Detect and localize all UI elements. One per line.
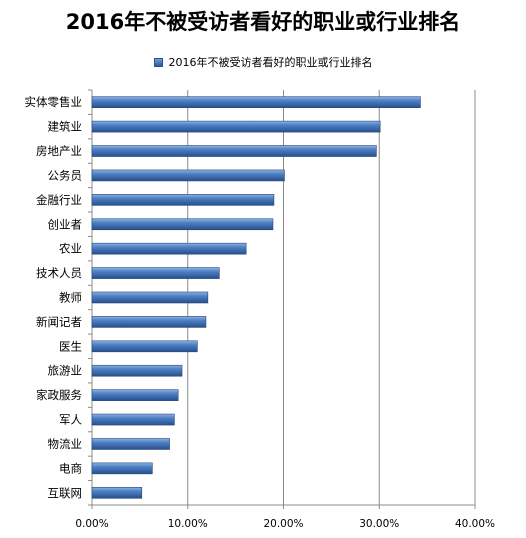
category-label: 互联网	[48, 486, 83, 500]
bar	[91, 145, 377, 157]
legend-label: 2016年不被受访者看好的职业或行业排名	[168, 56, 373, 69]
bar	[91, 462, 153, 475]
category-label: 公务员	[48, 168, 83, 182]
bar	[91, 364, 183, 377]
category-label: 金融行业	[36, 193, 82, 207]
bar	[91, 242, 247, 255]
category-label: 军人	[59, 413, 82, 427]
bar	[91, 389, 179, 401]
category-label: 建筑业	[48, 120, 83, 134]
x-tick-label: 0.00%	[75, 518, 108, 530]
category-label: 教师	[59, 291, 82, 305]
category-label: 实体零售业	[25, 95, 83, 109]
tick-labels: 0.00% 10.00% 20.00% 30.00% 40.00%	[75, 518, 495, 530]
category-label: 物流业	[48, 437, 83, 451]
bar	[91, 169, 285, 182]
bar	[91, 218, 274, 231]
legend-swatch	[153, 57, 163, 67]
bar	[91, 96, 421, 109]
bar	[91, 486, 143, 499]
category-label: 新闻记者	[36, 315, 82, 329]
category-label: 房地产业	[36, 144, 82, 158]
bar	[91, 194, 275, 206]
x-tick-label: 10.00%	[168, 518, 208, 530]
x-tick-label: 20.00%	[263, 518, 303, 530]
bar	[91, 413, 175, 426]
category-label: 家政服务	[36, 388, 82, 402]
bar	[91, 267, 220, 279]
category-label: 农业	[59, 242, 82, 256]
bar	[91, 438, 170, 450]
bar	[91, 291, 209, 304]
category-label: 技术人员	[36, 266, 82, 280]
bar	[91, 316, 207, 328]
bars	[91, 96, 421, 499]
x-tick-label: 30.00%	[359, 518, 399, 530]
category-labels: 实体零售业建筑业房地产业公务员金融行业创业者农业技术人员教师新闻记者医生旅游业家…	[25, 95, 83, 500]
chart-title: 2016年不被受访者看好的职业或行业排名	[65, 10, 461, 34]
legend: 2016年不被受访者看好的职业或行业排名	[0, 54, 526, 70]
category-label: 电商	[59, 461, 82, 475]
category-label: 医生	[59, 339, 82, 353]
x-tick-label: 40.00%	[455, 518, 495, 530]
category-label: 旅游业	[48, 364, 83, 378]
category-label: 创业者	[48, 217, 83, 231]
bar	[91, 120, 381, 133]
bar	[91, 340, 198, 353]
